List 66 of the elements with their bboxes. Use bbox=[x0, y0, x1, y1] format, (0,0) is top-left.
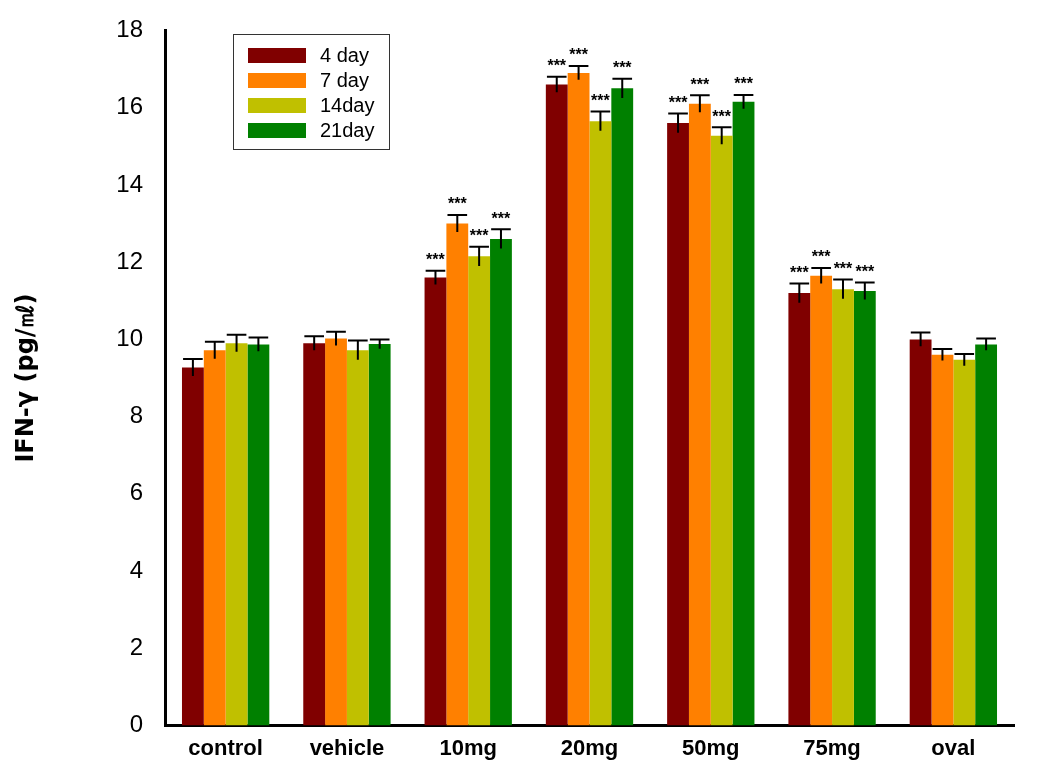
annotation: *** bbox=[690, 75, 710, 93]
y-tick-label: 8 bbox=[129, 401, 143, 429]
bar bbox=[468, 256, 491, 726]
y-tick-label: 16 bbox=[116, 92, 143, 120]
bar bbox=[853, 291, 876, 726]
bar bbox=[303, 343, 326, 726]
x-tick-label: 20mg bbox=[560, 734, 619, 760]
bar bbox=[832, 289, 854, 726]
annotation: *** bbox=[668, 93, 689, 111]
annotation: *** bbox=[569, 46, 589, 64]
bar bbox=[688, 103, 711, 726]
bar bbox=[490, 238, 512, 726]
x-tick-label: vehicle bbox=[309, 734, 385, 760]
y-tick-label: 10 bbox=[116, 324, 143, 351]
bar bbox=[667, 123, 689, 726]
annotation: *** bbox=[789, 263, 810, 281]
annotation: *** bbox=[612, 59, 633, 77]
y-tick-label: 12 bbox=[116, 246, 143, 274]
y-tick-label: 14 bbox=[116, 169, 143, 197]
annotation: *** bbox=[491, 209, 512, 227]
bar bbox=[931, 354, 954, 726]
bar bbox=[953, 359, 976, 726]
y-tick-label: 2 bbox=[129, 632, 143, 660]
annotation: *** bbox=[712, 107, 732, 125]
x-tick-label: 50mg bbox=[682, 734, 740, 760]
bar bbox=[325, 338, 347, 726]
bar bbox=[368, 344, 391, 726]
annotation: *** bbox=[469, 227, 490, 245]
bar bbox=[611, 88, 634, 726]
legend-label: 7 day bbox=[320, 69, 369, 92]
y-tick-label: 4 bbox=[129, 555, 143, 583]
bar bbox=[589, 121, 612, 726]
y-axis-title: IFN-γ (pg/㎖) bbox=[10, 293, 39, 463]
annotation: *** bbox=[811, 248, 832, 266]
bar bbox=[181, 367, 204, 726]
bar bbox=[346, 350, 369, 726]
annotation: *** bbox=[734, 75, 754, 93]
x-tick-label: 75mg bbox=[803, 734, 861, 760]
x-tick-label: oval bbox=[931, 734, 976, 760]
y-tick-label: 6 bbox=[129, 478, 143, 506]
annotation: *** bbox=[855, 263, 875, 281]
annotation: *** bbox=[547, 57, 567, 75]
x-tick-label: control bbox=[188, 734, 263, 760]
bar bbox=[732, 101, 755, 726]
bar bbox=[710, 135, 733, 726]
bar bbox=[545, 84, 568, 726]
bar bbox=[909, 339, 932, 726]
bar bbox=[203, 350, 226, 726]
legend-label: 21day bbox=[320, 119, 375, 142]
bar bbox=[424, 277, 447, 726]
bar bbox=[247, 344, 270, 726]
bar bbox=[446, 223, 469, 726]
bar bbox=[810, 275, 833, 726]
legend-label: 4 day bbox=[320, 44, 369, 67]
y-tick-label: 0 bbox=[129, 710, 143, 738]
annotation: *** bbox=[591, 91, 611, 109]
annotation: *** bbox=[833, 259, 854, 277]
y-tick-label: 18 bbox=[116, 15, 143, 43]
bar bbox=[975, 344, 998, 726]
bar bbox=[567, 72, 590, 726]
bar bbox=[788, 293, 811, 726]
bar bbox=[225, 343, 248, 726]
annotation: *** bbox=[447, 195, 468, 213]
x-tick-label: 10mg bbox=[439, 734, 497, 760]
annotation: *** bbox=[426, 251, 446, 269]
legend-label: 14day bbox=[320, 94, 375, 117]
